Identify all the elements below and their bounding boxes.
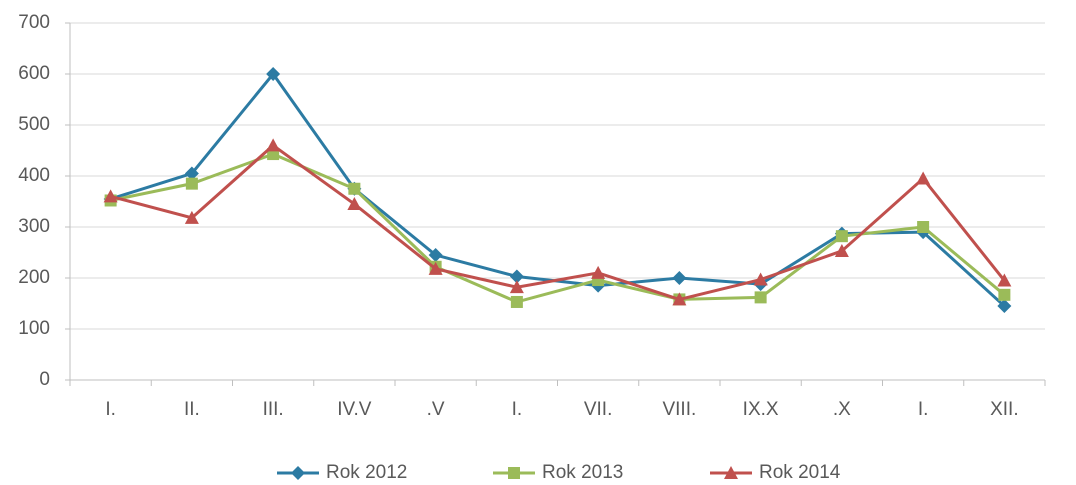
marker: [348, 182, 361, 195]
x-tick-label: IV.V: [337, 399, 371, 420]
x-tick-label: II.: [184, 399, 200, 420]
marker: [428, 248, 443, 263]
marker: [510, 295, 523, 308]
marker: [672, 271, 687, 285]
series-line: [110, 143, 1006, 301]
marker: [997, 299, 1012, 314]
marker: [184, 166, 199, 181]
marker: [997, 273, 1012, 287]
marker: [835, 230, 848, 243]
x-tick-label: I.: [918, 399, 929, 420]
x-tick-label: I.: [105, 399, 116, 420]
marker: [185, 177, 198, 190]
marker: [509, 269, 524, 284]
marker: [724, 466, 738, 479]
legend-label: Rok 2014: [759, 462, 841, 483]
y-tick-label: 100: [18, 318, 50, 339]
y-tick-label: 200: [18, 267, 50, 288]
y-tick-label: 500: [18, 114, 50, 135]
marker: [266, 67, 281, 81]
y-tick-label: 0: [39, 369, 50, 390]
marker: [753, 272, 768, 286]
marker: [754, 291, 767, 304]
marker: [428, 261, 443, 275]
legend-label: Rok 2013: [542, 462, 623, 483]
legend-label: Rok 2012: [326, 462, 407, 483]
marker: [291, 466, 305, 480]
marker: [917, 221, 930, 233]
x-tick-label: IX.X: [743, 399, 779, 420]
marker: [834, 243, 849, 257]
y-tick-label: 300: [18, 216, 50, 237]
x-tick-label: VIII.: [662, 399, 696, 420]
y-tick-label: 700: [18, 12, 50, 33]
marker: [103, 189, 118, 203]
marker: [508, 467, 520, 479]
x-tick-label: VII.: [584, 399, 613, 420]
x-tick-label: III.: [263, 399, 284, 420]
y-tick-label: 400: [18, 165, 50, 186]
marker: [347, 197, 362, 211]
series-line: [110, 71, 1006, 308]
marker: [916, 171, 931, 185]
marker: [998, 288, 1011, 301]
x-tick-label: .V: [427, 399, 445, 420]
x-tick-label: XII.: [990, 399, 1019, 420]
marker: [672, 292, 687, 306]
marker: [591, 265, 606, 279]
y-tick-label: 600: [18, 63, 50, 84]
x-tick-label: I.: [512, 399, 523, 420]
marker: [509, 280, 524, 294]
marker: [184, 210, 199, 224]
x-tick-label: .X: [833, 399, 851, 420]
marker: [266, 138, 281, 152]
